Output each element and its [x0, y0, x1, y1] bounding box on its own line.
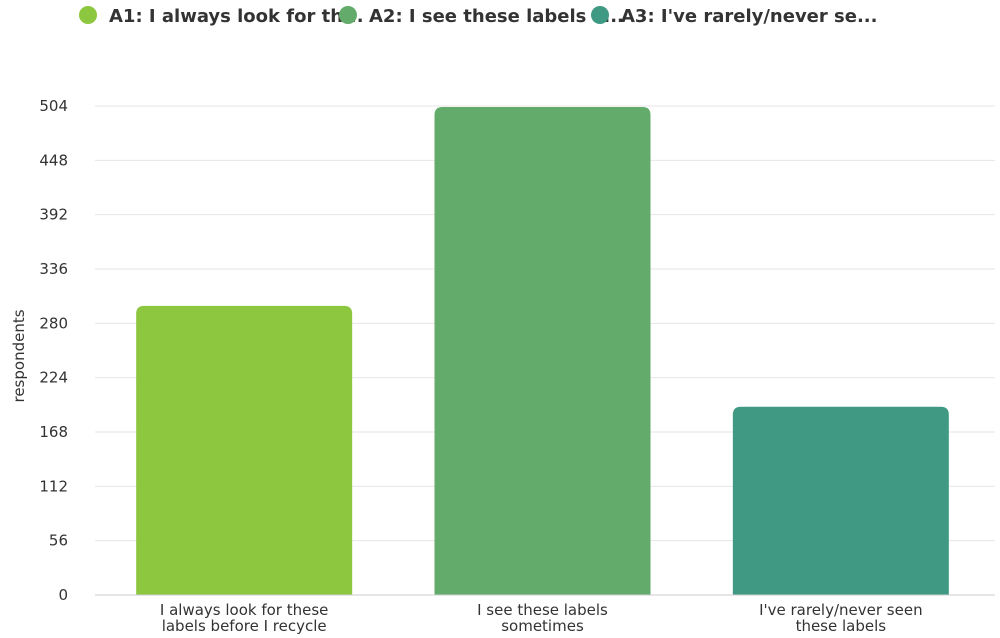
- x-tick-label: these labels: [796, 617, 887, 635]
- y-tick-label: 168: [39, 423, 68, 441]
- x-tick-label: I always look for these: [160, 601, 329, 619]
- bar[interactable]: [732, 406, 949, 595]
- x-tick-label: I've rarely/never seen: [759, 601, 923, 619]
- legend-marker: [339, 6, 357, 24]
- legend-label: A2: I see these labels s...: [369, 6, 624, 27]
- y-tick-label: 504: [39, 97, 68, 115]
- bar[interactable]: [434, 106, 651, 595]
- x-tick-label: sometimes: [501, 617, 584, 635]
- y-tick-label: 224: [39, 369, 68, 387]
- legend-item[interactable]: A1: I always look for th...: [79, 6, 364, 27]
- y-tick-label: 112: [39, 477, 68, 495]
- y-axis: 0 56 112 168 224 280 336 392 448 504: [39, 97, 68, 604]
- legend-item[interactable]: A3: I've rarely/never se...: [591, 6, 877, 27]
- y-tick-label: 392: [39, 206, 68, 224]
- legend-label: A3: I've rarely/never se...: [621, 6, 877, 27]
- bar[interactable]: [136, 305, 353, 595]
- x-tick-label: I see these labels: [477, 601, 608, 619]
- legend: A1: I always look for th... A2: I see the…: [79, 6, 877, 27]
- legend-marker: [79, 6, 97, 24]
- y-tick-label: 56: [49, 532, 68, 550]
- legend-item[interactable]: A2: I see these labels s...: [339, 6, 624, 27]
- legend-label: A1: I always look for th...: [109, 6, 364, 27]
- bars: [136, 106, 949, 595]
- y-axis-title: respondents: [10, 309, 28, 402]
- y-tick-label: 0: [58, 586, 68, 604]
- y-tick-label: 280: [39, 314, 68, 332]
- x-tick-label: labels before I recycle: [162, 617, 327, 635]
- legend-marker: [591, 6, 609, 24]
- y-tick-label: 448: [39, 151, 68, 169]
- y-tick-label: 336: [39, 260, 68, 278]
